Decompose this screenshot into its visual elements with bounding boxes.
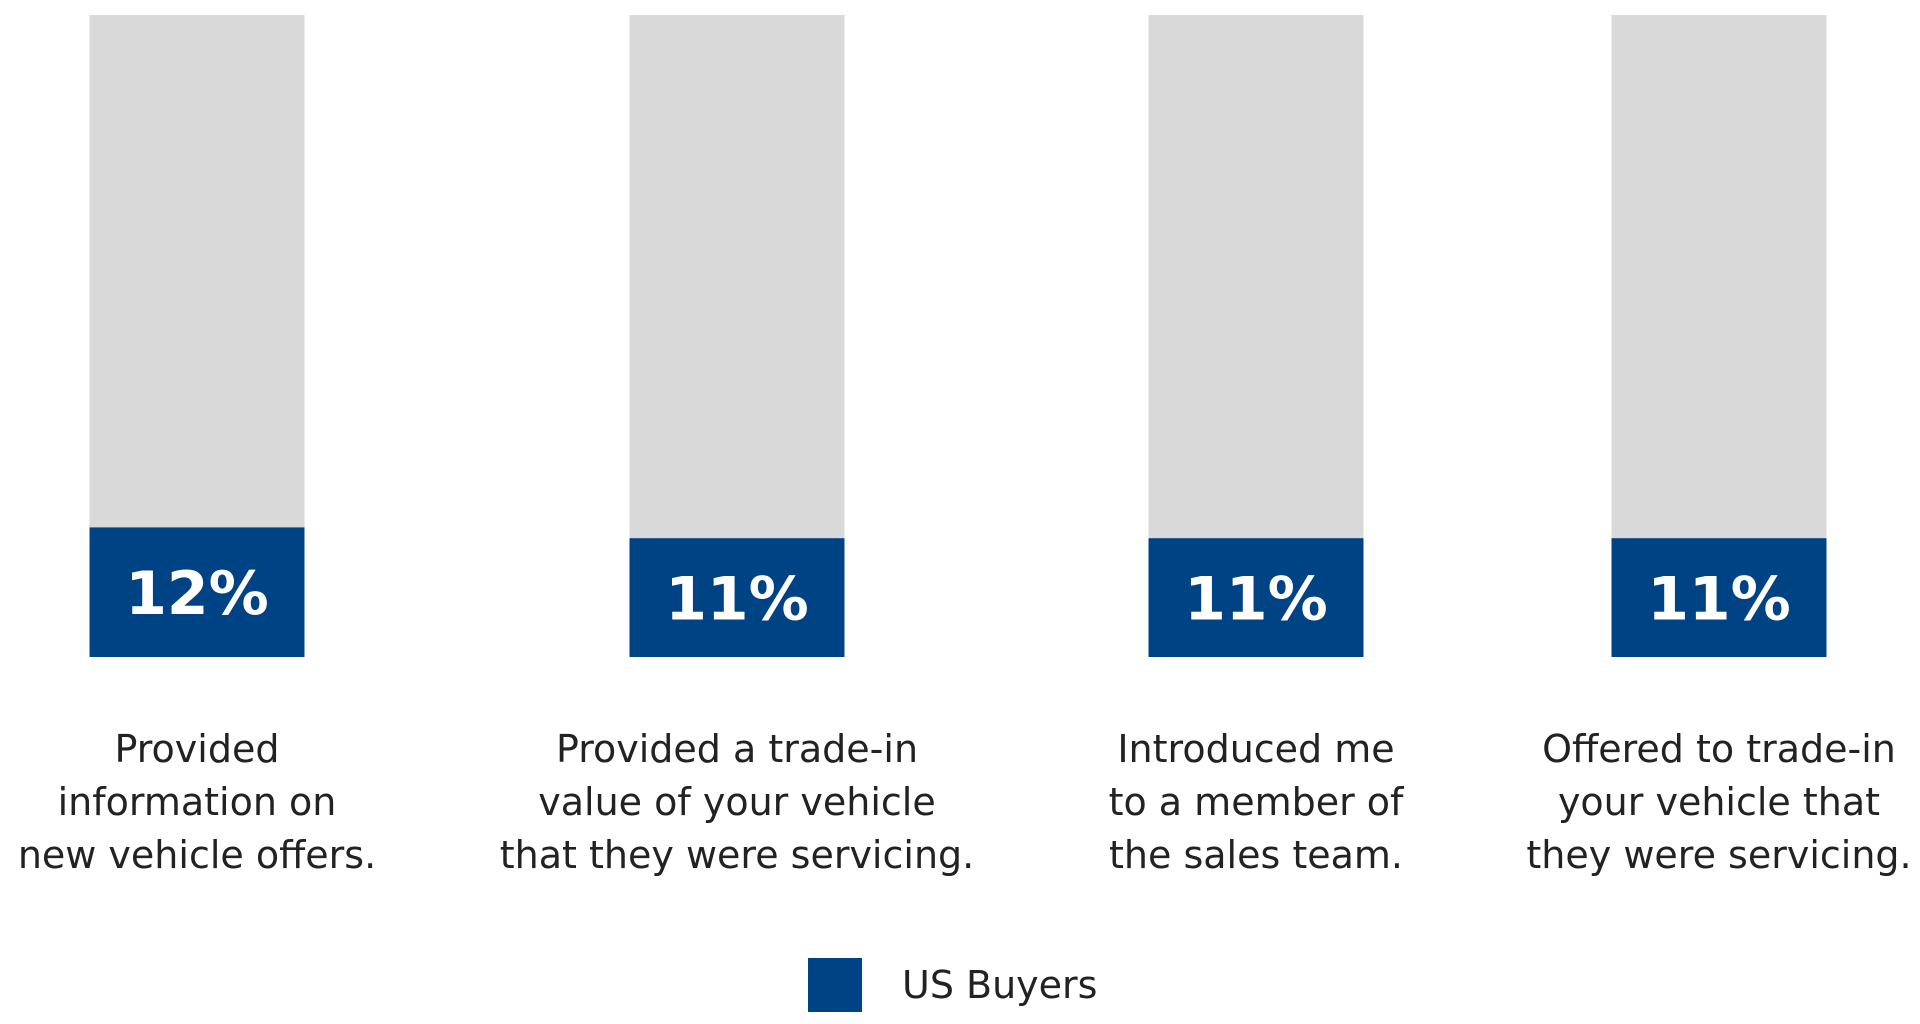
category-label-2-line-1: Provided a trade-in <box>556 727 918 771</box>
category-label-3: Introduced me to a member of the sales tea… <box>1109 727 1405 877</box>
category-label-4-line-3: they were servicing. <box>1526 833 1911 877</box>
value-label-1: 12% <box>125 559 269 629</box>
category-label-1-line-1: Provided <box>115 727 280 771</box>
category-label-4-line-1: Offered to trade-in <box>1542 727 1896 771</box>
legend: US Buyers <box>808 958 1097 1012</box>
category-label-2-line-3: that they were servicing. <box>500 833 974 877</box>
category-label-4: Offered to trade-in your vehicle that they… <box>1526 727 1911 877</box>
category-label-3-line-2: to a member of <box>1109 780 1405 824</box>
category-labels: Provided information on new vehicle offers… <box>18 727 1912 877</box>
category-label-2: Provided a trade-in value of your vehicle… <box>500 727 974 877</box>
category-label-3-line-3: the sales team. <box>1109 833 1403 877</box>
value-label-3: 11% <box>1184 565 1328 635</box>
legend-label-us-buyers: US Buyers <box>902 963 1097 1007</box>
category-label-1: Provided information on new vehicle offers… <box>18 727 376 877</box>
category-label-1-line-2: information on <box>58 780 337 824</box>
value-bar-1 <box>89 527 305 657</box>
background-bars <box>89 15 1827 657</box>
value-label-4: 11% <box>1647 565 1791 635</box>
category-label-4-line-2: your vehicle that <box>1558 780 1880 824</box>
category-label-1-line-3: new vehicle offers. <box>18 833 376 877</box>
category-label-3-line-1: Introduced me <box>1117 727 1394 771</box>
value-label-2: 11% <box>665 565 809 635</box>
value-bar-3 <box>1148 538 1364 657</box>
legend-swatch-us-buyers <box>808 958 862 1012</box>
value-bar-4 <box>1611 538 1827 657</box>
value-bar-2 <box>629 538 845 657</box>
category-label-2-line-2: value of your vehicle <box>538 780 935 824</box>
value-bars <box>89 527 1827 657</box>
value-labels: 12% 11% 11% 11% <box>125 559 1791 634</box>
